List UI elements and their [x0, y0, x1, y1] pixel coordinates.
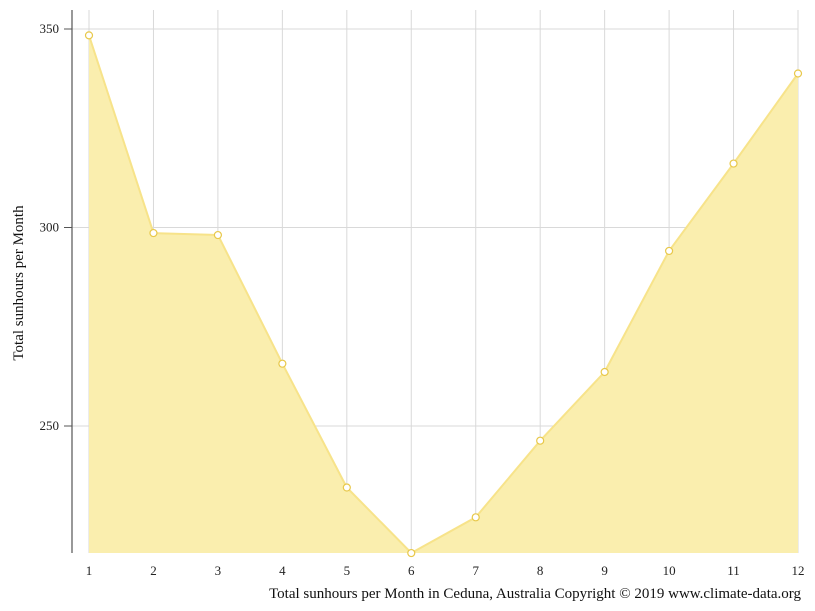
data-point-month-2 [149, 228, 158, 238]
data-point-month-7 [471, 513, 480, 522]
x-tick-label-12: 12 [792, 563, 805, 578]
x-tick-label-8: 8 [537, 563, 544, 578]
series-0-fill [89, 35, 798, 553]
data-point-month-5 [342, 483, 351, 492]
x-tick-label-7: 7 [472, 563, 479, 578]
axes [64, 10, 73, 553]
y-tick-label-350: 350 [40, 21, 60, 36]
data-point-month-1 [84, 31, 94, 40]
data-point-month-10 [664, 246, 674, 256]
series-area [88, 35, 799, 555]
x-tick-label-10: 10 [663, 563, 676, 578]
data-point-month-4 [278, 359, 287, 368]
chart-caption: Total sunhours per Month in Ceduna, Aust… [269, 586, 801, 602]
data-markers [84, 31, 803, 558]
data-point-month-11 [729, 159, 738, 168]
x-tick-label-5: 5 [344, 563, 351, 578]
y-tick-label-250: 250 [40, 418, 60, 433]
x-tick-label-1: 1 [86, 563, 93, 578]
x-tick-label-6: 6 [408, 563, 415, 578]
y-tick-label-300: 300 [40, 220, 60, 235]
x-tick-label-11: 11 [727, 563, 740, 578]
data-point-month-6 [407, 548, 416, 558]
series-0-line [88, 35, 799, 555]
x-tick-label-9: 9 [601, 563, 608, 578]
data-point-month-3 [213, 230, 223, 240]
data-point-month-9 [600, 367, 609, 377]
data-point-month-8 [536, 436, 545, 445]
x-tick-label-2: 2 [150, 563, 157, 578]
x-tick-label-3: 3 [215, 563, 222, 578]
data-point-month-12 [793, 69, 803, 78]
y-axis-title: Total sunhours per Month [11, 205, 27, 361]
x-tick-label-4: 4 [279, 563, 286, 578]
